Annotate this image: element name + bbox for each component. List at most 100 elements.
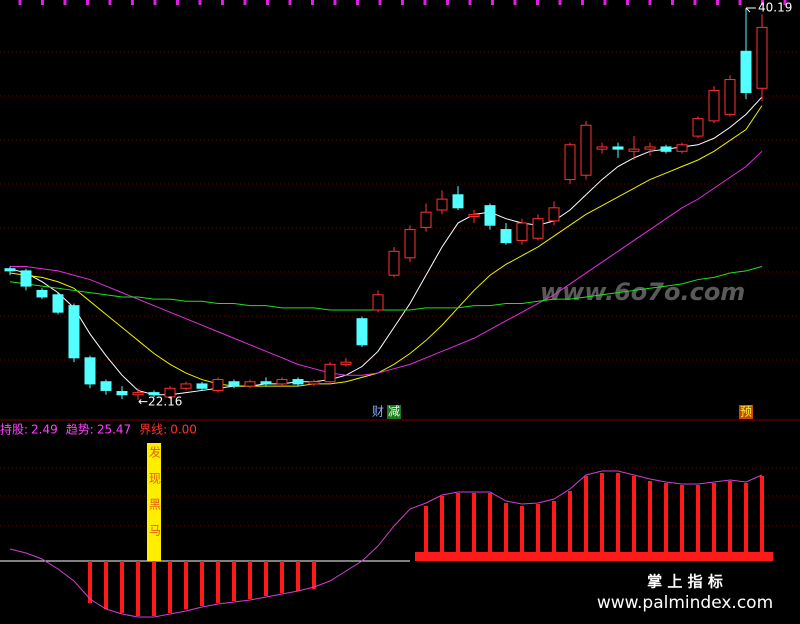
ma-line — [10, 150, 763, 376]
candle-body — [484, 205, 496, 226]
event-badge — [387, 405, 401, 419]
candle-body — [100, 381, 112, 391]
ma-line — [9, 105, 763, 387]
hist-bar — [712, 483, 716, 561]
annotation-pointer — [745, 7, 756, 13]
hist-bar — [552, 501, 556, 561]
candle-body — [660, 146, 672, 152]
candle-body — [340, 361, 352, 365]
event-label: 预 — [740, 405, 752, 419]
candle-body — [596, 146, 608, 150]
hist-bar — [104, 561, 108, 609]
hist-bar — [136, 561, 140, 616]
event-label: 减 — [388, 405, 400, 419]
candle-body — [292, 379, 304, 385]
candle-body — [196, 383, 208, 389]
hist-bar — [632, 476, 636, 561]
hist-bar — [744, 483, 748, 561]
legend-name: 趋势: — [66, 423, 94, 437]
price-annotation: ←22.16 — [138, 395, 182, 409]
legend-name: 买入持股: — [0, 422, 28, 437]
candle-body — [500, 229, 512, 244]
hist-bar — [152, 561, 156, 616]
signal-bar — [147, 443, 161, 561]
footer-title: 掌 上 指 标 — [647, 573, 723, 591]
candle-body — [132, 392, 144, 396]
hist-bar — [584, 476, 588, 561]
candle-body — [52, 294, 64, 313]
hist-bar — [680, 485, 684, 561]
event-badge — [739, 405, 753, 419]
candle-body — [708, 89, 720, 122]
ma-line — [9, 266, 763, 311]
price-annotation: 40.19 — [758, 1, 792, 15]
hist-bar — [200, 561, 204, 606]
candle-body — [628, 148, 640, 152]
candle-body — [676, 144, 688, 152]
hist-bar — [184, 561, 188, 609]
candle-body — [452, 194, 464, 209]
hist-bar — [696, 485, 700, 561]
hist-bar — [440, 496, 444, 561]
candle-body — [116, 391, 128, 396]
candle-body — [436, 198, 448, 211]
candle-body — [260, 381, 272, 385]
candle-body — [564, 144, 576, 181]
candle-body — [308, 381, 320, 385]
hist-bar — [248, 561, 252, 599]
candle-body — [20, 270, 32, 287]
hist-bar — [600, 473, 604, 561]
hist-bar — [488, 493, 492, 561]
hist-bar — [264, 561, 268, 596]
hist-bar — [568, 491, 572, 561]
candle-body — [228, 381, 240, 387]
candle-body — [580, 124, 592, 176]
candle-body — [164, 387, 176, 398]
candle-body — [468, 213, 480, 218]
hist-bar — [312, 561, 316, 589]
hist-bar — [168, 561, 172, 613]
event-badge — [371, 405, 385, 419]
candle-body — [180, 383, 192, 389]
candle-body — [324, 363, 336, 383]
watermark: www.6o7o.com — [540, 278, 745, 306]
candle-body — [644, 146, 656, 150]
event-label: 财 — [372, 405, 384, 419]
candle-body — [372, 294, 384, 311]
legend-name: 界线: — [139, 423, 167, 437]
candle-body — [532, 218, 544, 239]
candle-body — [516, 222, 528, 241]
candle-body — [244, 381, 256, 387]
candle-body — [404, 229, 416, 259]
footer-url: www.palmindex.com — [597, 593, 773, 613]
ma-line — [9, 96, 763, 396]
candle-body — [548, 207, 560, 222]
candle-body — [36, 289, 48, 298]
candle-body — [84, 357, 96, 385]
signal-label: 发现黑马 — [148, 445, 162, 550]
candle-body — [692, 118, 704, 137]
hist-bar — [616, 473, 620, 561]
candle-body — [388, 250, 400, 276]
hist-bar — [232, 561, 236, 601]
hist-bar — [728, 481, 732, 561]
candle-body — [740, 50, 752, 94]
hist-bar — [664, 483, 668, 561]
legend-value: 2.49 — [31, 423, 58, 437]
hist-bar — [120, 561, 124, 613]
legend-value: 25.47 — [97, 423, 131, 437]
candle-body — [68, 305, 80, 359]
hist-bar — [648, 481, 652, 561]
hist-bar — [520, 506, 524, 561]
zero-band — [415, 552, 773, 561]
hist-bar — [88, 561, 92, 603]
legend-value: 0.00 — [170, 423, 197, 437]
candle-body — [4, 268, 16, 272]
hist-bar — [456, 493, 460, 561]
hist-bar — [216, 561, 220, 603]
candle-body — [612, 146, 624, 150]
candle-body — [724, 79, 736, 115]
candle-body — [756, 26, 768, 89]
candle-body — [420, 211, 432, 228]
